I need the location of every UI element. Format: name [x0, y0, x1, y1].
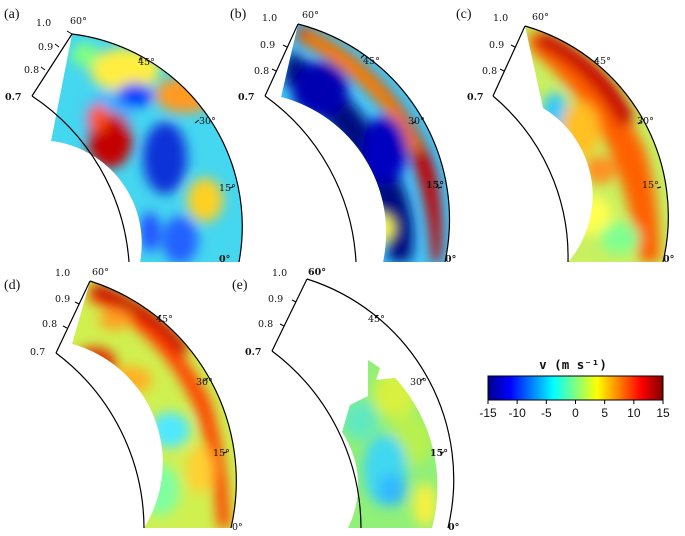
panel-c-atick-15: 15°	[642, 180, 659, 191]
panel-c-rtick-1: 1.0	[493, 13, 508, 24]
panel-d: 1.0 0.9 0.8 0.7 60° 45° 30° 15° 0° (d)	[4, 267, 243, 533]
panel-e-rtick-4: 0.7	[245, 347, 262, 358]
panel-e-atick-15: 15°	[430, 448, 448, 459]
panel-a-field	[51, 34, 243, 262]
panel-a-atick-60: 60°	[70, 16, 87, 27]
panel-d-atick-15: 15°	[213, 448, 230, 459]
panel-b-rtick-3: 0.8	[254, 66, 269, 77]
panel-b-rtick-4: 0.7	[238, 92, 255, 103]
panel-c-atick-45: 45°	[594, 56, 611, 67]
panel-a-rtick-3: 0.8	[24, 65, 39, 76]
panel-b-label: (b)	[230, 7, 247, 22]
panel-a-outer-arc	[71, 33, 243, 263]
panel-c-outer-arc	[524, 25, 669, 263]
panel-c-label: (c)	[456, 7, 472, 22]
colorbar-tick-label: -5	[541, 406, 552, 420]
panel-c: 1.0 0.9 0.8 0.7 60° 45° 30° 15° 0° (c)	[456, 7, 674, 265]
colorbar-gradient	[487, 375, 664, 401]
panel-a: 1.0 0.9 0.8 0.7 60° 45° 30° 15° 0° (a)	[4, 7, 243, 265]
panel-b-atick-0: 0°	[445, 254, 456, 265]
colorbar-tick-label: -10	[508, 406, 526, 420]
panel-e-rtick-3: 0.8	[258, 319, 273, 330]
panel-e-outer-arc	[306, 278, 455, 529]
panel-c-radial-axis	[492, 25, 526, 97]
panel-e-radial-axis	[271, 278, 308, 352]
panel-c-atick-30: 30°	[637, 116, 654, 127]
panel-b-outer-arc	[297, 23, 451, 263]
panel-b: 1.0 0.9 0.8 0.7 60° 45° 30° 15° 0° (b)	[230, 7, 456, 265]
panel-e-atick-0: 0°	[448, 522, 459, 533]
panel-a-rtick-4: 0.7	[5, 92, 22, 103]
colorbar: v (m s⁻¹) -15 -10 -5 0 5 10 15	[479, 357, 670, 420]
panel-d-outer-arc	[89, 280, 237, 529]
panel-b-radial-axis	[264, 23, 299, 97]
colorbar-tick-label: 5	[601, 406, 608, 420]
panel-b-atick-30: 30°	[408, 116, 425, 127]
panel-c-inner-arc	[492, 95, 569, 263]
panel-e-rtick-1: 1.0	[272, 268, 287, 279]
panel-a-rtick-2: 0.9	[38, 42, 53, 53]
panel-e: 1.0 0.9 0.8 0.7 60° 45° 30° 15° 0° (e)	[232, 267, 459, 533]
panel-e-inner-arc	[271, 350, 362, 529]
panel-c-rtick-3: 0.8	[482, 66, 497, 77]
panel-b-rtick-1: 1.0	[262, 13, 277, 24]
panel-d-label: (d)	[4, 278, 21, 293]
panel-c-rtick-4: 0.7	[467, 92, 484, 103]
panel-d-radial-axis	[55, 280, 91, 354]
panel-e-atick-45: 45°	[368, 314, 385, 325]
panel-a-atick-45: 45°	[138, 57, 155, 68]
panel-e-field	[342, 360, 438, 528]
colorbar-tick-label: 15	[656, 406, 670, 420]
colorbar-title: v (m s⁻¹)	[539, 357, 607, 372]
panel-d-atick-60: 60°	[92, 267, 109, 278]
panel-d-rtick-3: 0.8	[42, 319, 57, 330]
panel-d-atick-30: 30°	[196, 377, 213, 388]
panel-d-rtick-2: 0.9	[55, 294, 70, 305]
panel-a-atick-15: 15°	[219, 183, 236, 194]
panel-d-atick-0: 0°	[232, 522, 243, 533]
panel-b-inner-arc	[264, 95, 357, 263]
panel-d-inner-arc	[55, 352, 145, 529]
panel-b-atick-45: 45°	[363, 56, 380, 67]
panel-e-rtick-2: 0.9	[268, 294, 283, 305]
panel-a-atick-30: 30°	[199, 116, 216, 127]
panel-d-rtick-1: 1.0	[55, 268, 70, 279]
colorbar-tick-label: -15	[479, 406, 497, 420]
panel-c-atick-60: 60°	[532, 12, 549, 23]
panel-e-atick-30: 30°	[410, 377, 427, 388]
panel-d-atick-45: 45°	[156, 314, 173, 325]
panel-d-field	[72, 281, 237, 528]
panel-a-inner-arc	[31, 95, 130, 263]
panel-a-rtick-1: 1.0	[36, 18, 51, 29]
panel-b-atick-60: 60°	[302, 10, 319, 21]
panel-a-label: (a)	[4, 7, 20, 22]
panel-e-atick-60: 60°	[308, 267, 326, 278]
panel-a-radial-axis	[31, 33, 73, 97]
panel-e-label: (e)	[232, 278, 248, 293]
panel-c-rtick-2: 0.9	[489, 40, 504, 51]
panel-a-atick-0: 0°	[219, 254, 230, 265]
colorbar-ticks: -15 -10 -5 0 5 10 15	[479, 400, 670, 420]
panel-d-rtick-4: 0.7	[30, 347, 45, 358]
panel-b-rtick-2: 0.9	[260, 40, 275, 51]
panel-b-atick-15: 15°	[426, 180, 444, 191]
colorbar-tick-label: 10	[627, 406, 641, 420]
panel-c-atick-0: 0°	[663, 254, 674, 265]
colorbar-tick-label: 0	[572, 406, 579, 420]
